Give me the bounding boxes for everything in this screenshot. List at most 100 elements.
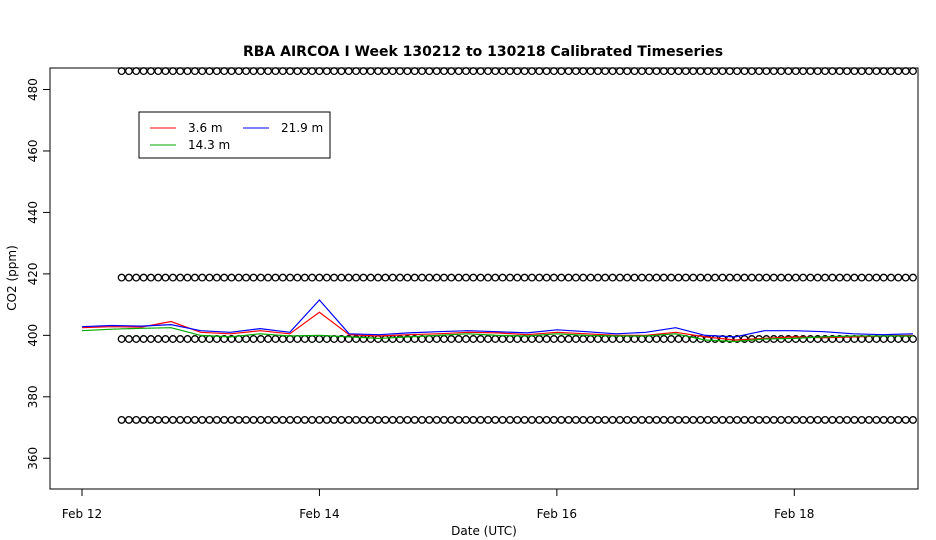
sample-point-level3-74 — [659, 415, 668, 424]
sample-point-level1-50 — [484, 273, 492, 282]
sample-point-level3-102 — [865, 415, 873, 424]
sample-point-level3-41 — [418, 415, 426, 424]
sample-point-level3-73 — [652, 415, 661, 424]
sample-point-level3-43 — [432, 415, 441, 424]
sample-point-level1-106 — [894, 273, 903, 282]
sample-point-level1-95 — [813, 273, 822, 282]
sample-point-level0-32 — [352, 67, 361, 76]
sample-point-level0-8 — [176, 67, 185, 76]
sample-point-level0-27 — [315, 67, 324, 76]
sample-point-level2-19 — [256, 335, 265, 343]
sample-point-level3-82 — [718, 415, 727, 424]
sample-point-level2-63 — [579, 335, 588, 343]
legend-label-14-3m: 14.3 m — [188, 138, 230, 152]
sample-point-level1-81 — [711, 273, 720, 282]
sample-point-level3-57 — [535, 415, 544, 424]
sample-point-level1-66 — [601, 273, 610, 282]
sample-point-level2-97 — [828, 335, 837, 343]
sample-point-level2-44 — [440, 335, 448, 343]
sample-point-level3-66 — [601, 415, 610, 424]
sample-point-level3-91 — [784, 415, 793, 424]
sample-point-level0-57 — [535, 67, 544, 76]
sample-point-level0-22 — [278, 67, 287, 76]
sample-point-level1-52 — [498, 273, 507, 282]
sample-point-level0-105 — [887, 67, 895, 76]
sample-point-level3-71 — [637, 415, 646, 424]
sample-point-level2-43 — [432, 335, 441, 343]
sample-point-level2-71 — [637, 335, 646, 343]
sample-point-level1-46 — [454, 273, 463, 282]
sample-point-level3-32 — [352, 415, 361, 424]
sample-point-level1-3 — [139, 273, 148, 282]
sample-point-level1-83 — [725, 273, 734, 282]
sample-point-level3-28 — [322, 415, 331, 424]
sample-point-level3-52 — [498, 415, 507, 424]
sample-point-level3-9 — [183, 415, 192, 424]
sample-points-group — [117, 67, 917, 424]
sample-point-level3-10 — [190, 415, 199, 424]
sample-point-level0-39 — [403, 67, 412, 76]
sample-point-level2-76 — [674, 335, 683, 343]
sample-point-level1-20 — [264, 273, 273, 282]
sample-point-level0-98 — [835, 67, 844, 76]
sample-point-level0-38 — [396, 67, 404, 76]
y-tick-label-0: 360 — [26, 447, 40, 470]
sample-point-level0-75 — [667, 67, 676, 76]
sample-point-level0-34 — [366, 67, 375, 76]
sample-point-level0-55 — [520, 67, 529, 76]
sample-point-level3-55 — [520, 415, 529, 424]
sample-point-level2-28 — [322, 335, 331, 343]
sample-point-level0-2 — [132, 67, 141, 76]
x-tick-label-0: Feb 12 — [62, 507, 102, 521]
sample-point-level0-104 — [879, 67, 888, 76]
sample-point-level0-16 — [234, 67, 243, 76]
sample-point-level3-64 — [586, 415, 595, 424]
sample-point-level1-61 — [564, 273, 573, 282]
sample-point-level2-18 — [249, 335, 258, 343]
sample-point-level0-28 — [322, 67, 331, 76]
series-line-21-9-m — [81, 299, 914, 338]
sample-point-level1-98 — [835, 273, 844, 282]
sample-point-level0-33 — [359, 67, 368, 76]
sample-point-level1-21 — [271, 273, 280, 282]
sample-point-level1-97 — [828, 273, 837, 282]
x-axis: Feb 12 Feb 14 Feb 16 Feb 18 — [62, 488, 814, 521]
sample-point-level2-14 — [220, 335, 229, 343]
sample-point-level2-59 — [549, 335, 558, 343]
sample-point-level0-93 — [799, 67, 808, 76]
sample-point-level1-10 — [190, 273, 199, 282]
sample-point-level0-43 — [432, 67, 441, 76]
sample-point-level3-24 — [293, 415, 302, 424]
x-tick-label-3: Feb 18 — [774, 507, 814, 521]
sample-point-level2-17 — [242, 335, 251, 343]
sample-point-level2-30 — [337, 335, 346, 343]
sample-point-level1-5 — [154, 273, 163, 282]
sample-point-level3-92 — [791, 415, 800, 424]
sample-point-level2-42 — [425, 335, 434, 343]
sample-point-level1-101 — [857, 273, 866, 282]
sample-point-level3-4 — [146, 415, 155, 424]
sample-point-level3-59 — [549, 415, 558, 424]
sample-point-level1-96 — [821, 273, 830, 282]
legend-label-3-6m: 3.6 m — [188, 121, 223, 135]
sample-point-level0-56 — [527, 67, 536, 76]
sample-point-level2-105 — [887, 335, 895, 343]
sample-point-level3-46 — [454, 415, 463, 424]
sample-point-level0-40 — [410, 67, 419, 76]
sample-point-level1-73 — [652, 273, 661, 282]
sample-point-level1-72 — [645, 273, 654, 282]
sample-point-level3-103 — [872, 415, 881, 424]
sample-point-level3-50 — [484, 415, 492, 424]
sample-point-level3-58 — [542, 415, 551, 424]
sample-point-level3-51 — [491, 415, 500, 424]
sample-point-level1-84 — [733, 273, 742, 282]
sample-point-level2-2 — [132, 335, 141, 343]
sample-point-level1-44 — [440, 273, 448, 282]
sample-point-level3-22 — [278, 415, 287, 424]
sample-point-level3-42 — [425, 415, 434, 424]
sample-point-level1-69 — [623, 273, 632, 282]
sample-point-level3-38 — [396, 415, 404, 424]
sample-point-level0-69 — [623, 67, 632, 76]
sample-point-level1-45 — [447, 273, 456, 282]
sample-point-level1-80 — [703, 273, 712, 282]
